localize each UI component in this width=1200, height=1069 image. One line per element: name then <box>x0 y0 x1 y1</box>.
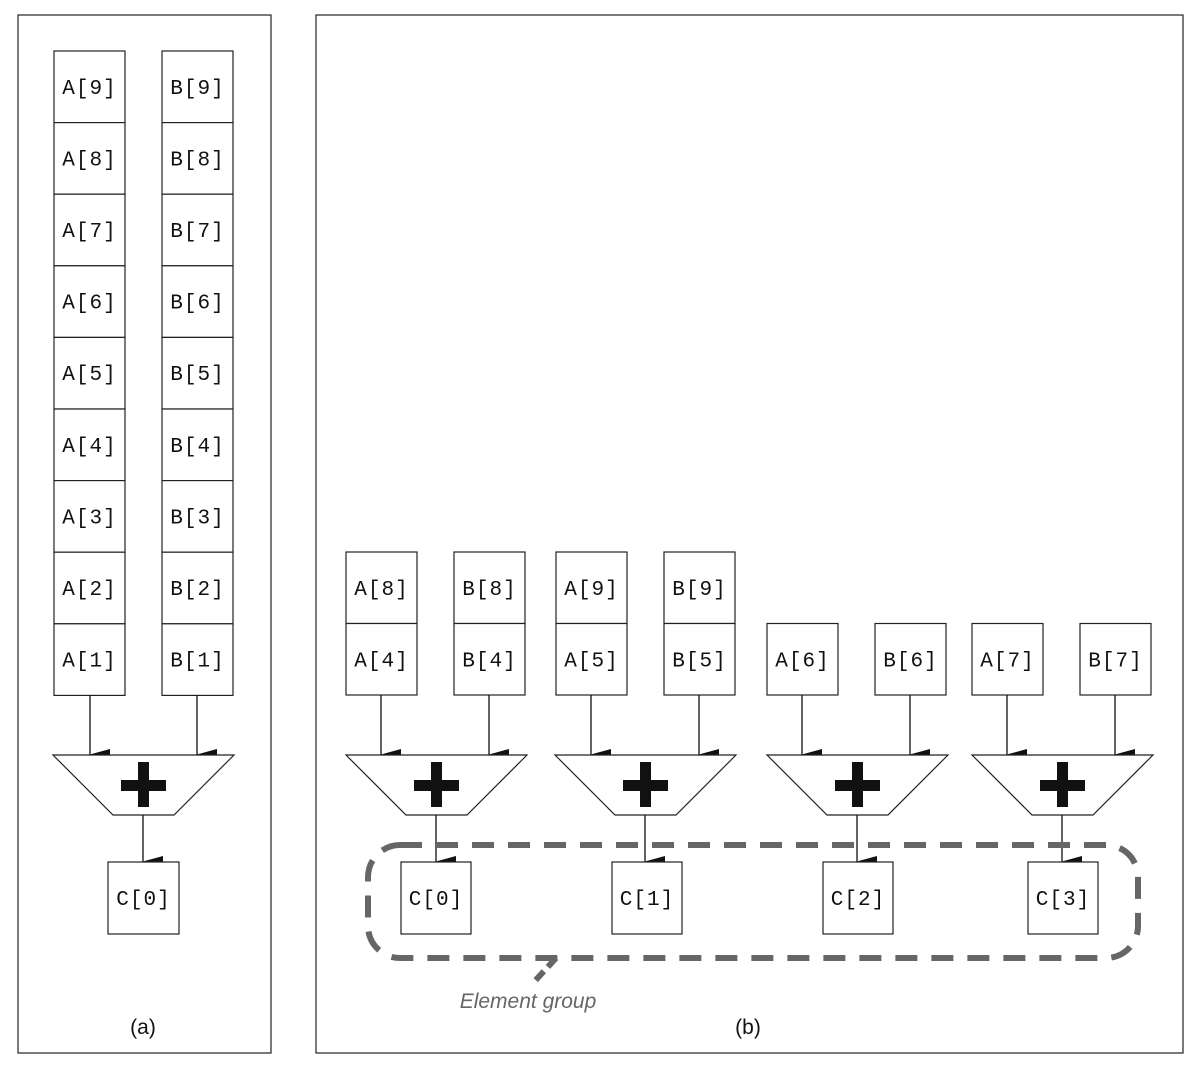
plus-icon <box>852 762 863 807</box>
panel-b-frame <box>315 14 1184 1054</box>
vector-a-element-label: A[4] <box>354 650 408 673</box>
vector-b-element <box>161 265 234 338</box>
vector-a-element <box>345 622 418 696</box>
vector-a-element-label: A[7] <box>62 221 116 244</box>
plus-icon <box>640 762 651 807</box>
vector-a-element <box>345 551 418 625</box>
vector-b-element <box>1079 622 1152 696</box>
vector-a-element-label: A[2] <box>62 579 116 602</box>
vector-b-element <box>453 551 526 625</box>
vector-a-element <box>53 551 126 625</box>
vector-b-element <box>453 622 526 696</box>
vector-b-element-label: B[6] <box>883 650 937 673</box>
vector-b-element-label: B[9] <box>170 78 224 101</box>
vector-a-element-label: A[8] <box>62 149 116 172</box>
vector-a-element-label: A[4] <box>62 436 116 459</box>
vector-b-element <box>161 121 234 195</box>
vector-b-element-label: B[5] <box>170 364 224 387</box>
vector-a-element-label: A[1] <box>62 651 116 674</box>
vector-b-element <box>161 336 234 410</box>
vector-a-element <box>53 480 126 553</box>
vector-b-element-label: B[2] <box>170 579 224 602</box>
vector-a-element <box>53 408 126 482</box>
output-element-label: C[3] <box>1036 889 1090 912</box>
plus-icon <box>431 762 442 807</box>
output-element <box>822 861 894 935</box>
vector-a-element <box>53 265 126 338</box>
vector-a-element <box>555 622 628 696</box>
plus-icon <box>1057 762 1068 807</box>
vector-a-element-label: A[6] <box>775 650 829 673</box>
vector-b-element <box>663 622 736 696</box>
output-element <box>611 861 683 935</box>
vector-b-element <box>161 480 234 553</box>
output-element-label: C[1] <box>620 889 674 912</box>
vector-b-element <box>874 622 947 696</box>
vector-a-element <box>555 551 628 625</box>
output-element <box>1027 861 1099 935</box>
vector-b-element <box>161 193 234 267</box>
panel-b: A[8] A[4] B[8] B[4] C[0] A[9] A[5] B[9] B[5] C[1]… <box>344 551 1155 935</box>
output-element <box>107 861 180 935</box>
vector-a-element <box>766 622 839 696</box>
vector-b-element-label: B[6] <box>170 293 224 316</box>
vector-a-element-label: A[5] <box>564 650 618 673</box>
output-element-label: C[0] <box>116 889 170 912</box>
output-element-label: C[2] <box>831 889 885 912</box>
element-group-label: Element group <box>460 990 597 1013</box>
vector-b-element-label: B[3] <box>170 507 224 530</box>
vector-a-element-label: A[8] <box>354 579 408 602</box>
vector-a-element-label: A[3] <box>62 507 116 530</box>
vector-b-element-label: B[8] <box>170 149 224 172</box>
vector-a-element <box>53 623 126 696</box>
vector-b-element-label: B[8] <box>462 579 516 602</box>
panel-a: A[9] A[8] A[7] A[6] A[5] A[4] A[3] A[2] A[1] B[9]… <box>51 50 236 935</box>
output-element-label: C[0] <box>409 889 463 912</box>
output-element <box>400 861 472 935</box>
vector-a-element-label: A[7] <box>980 650 1034 673</box>
vector-a-element <box>971 622 1044 696</box>
vector-a-element <box>53 50 126 124</box>
vector-b-element-label: B[1] <box>170 651 224 674</box>
element-group-outline <box>365 842 1141 961</box>
vector-b-element-label: B[9] <box>672 579 726 602</box>
vector-b-element <box>161 408 234 482</box>
vector-a-element-label: A[9] <box>62 78 116 101</box>
vector-a-element <box>53 193 126 267</box>
panel-b-caption: (b) <box>735 1016 761 1039</box>
vector-a-element-label: A[5] <box>62 364 116 387</box>
plus-icon <box>138 762 149 807</box>
vector-a-element-label: A[6] <box>62 293 116 316</box>
vector-b-element-label: B[5] <box>672 650 726 673</box>
vector-a-element-label: A[9] <box>564 579 618 602</box>
vector-b-element-label: B[4] <box>170 436 224 459</box>
vector-b-element <box>161 551 234 625</box>
vector-b-element-label: B[4] <box>462 650 516 673</box>
vector-b-element-label: B[7] <box>170 221 224 244</box>
panel-a-frame <box>17 14 272 1054</box>
vector-a-element <box>53 336 126 410</box>
element-group-leader <box>531 955 559 985</box>
vector-b-element-label: B[7] <box>1088 650 1142 673</box>
panel-a-caption: (a) <box>130 1016 156 1039</box>
vector-b-element <box>161 623 234 696</box>
